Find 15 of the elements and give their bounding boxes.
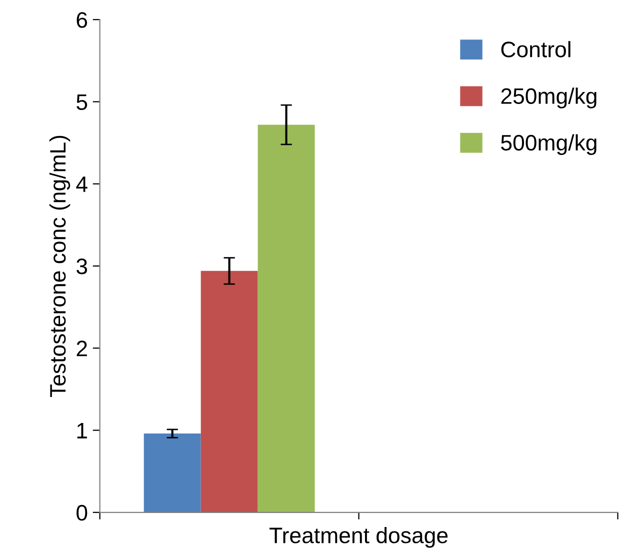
y-tick-label: 5 xyxy=(76,94,88,110)
legend-label: Control xyxy=(501,41,570,58)
bar xyxy=(144,434,201,512)
y-tick-label: 1 xyxy=(77,423,87,438)
legend-label: 500mg/kg xyxy=(501,134,596,155)
y-tick-label: 2 xyxy=(76,340,87,356)
y-tick-label: 3 xyxy=(76,258,88,274)
y-axis-title: Testosterone conc (ng/mL) xyxy=(49,136,70,398)
y-tick-label: 4 xyxy=(76,176,88,192)
y-tick-label: 6 xyxy=(76,12,88,28)
bar xyxy=(258,124,315,512)
legend-label: 250mg/kg xyxy=(501,88,596,108)
x-axis-title: Treatment dosage xyxy=(270,526,448,548)
bar xyxy=(200,270,258,512)
y-tick-label: 0 xyxy=(76,504,88,521)
